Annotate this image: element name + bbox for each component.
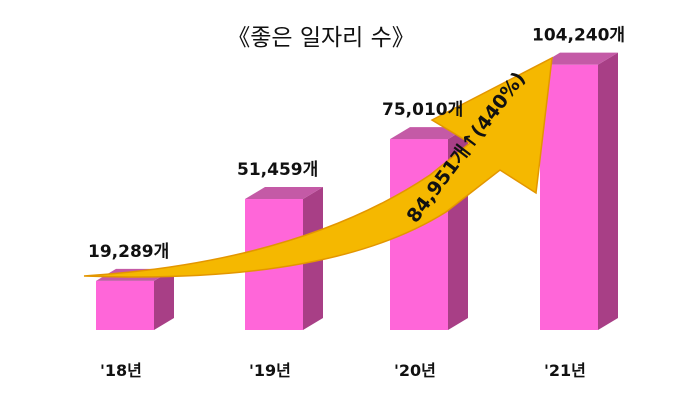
x-tick-label-4: '21년 — [544, 361, 586, 380]
bar-top — [540, 52, 618, 65]
bar-side — [598, 52, 618, 331]
growth-arrow-shape — [83, 56, 553, 278]
bar-4 — [540, 52, 618, 331]
x-tick-label-3: '20년 — [394, 361, 436, 380]
value-label-3: 75,010개 — [382, 100, 463, 120]
value-label-1: 19,289개 — [88, 242, 169, 262]
chart-title: 《좋은 일자리 수》 — [227, 25, 415, 51]
x-tick-label-1: '18년 — [100, 361, 142, 380]
bar-front — [540, 64, 598, 331]
bar-1 — [96, 268, 174, 330]
bar-side — [154, 268, 174, 330]
bar-front — [96, 280, 154, 330]
value-label-2: 51,459개 — [237, 160, 318, 180]
labels-layer: 19,289개 51,459개 75,010개 104,240개 '18년 '19년 '20… — [88, 26, 625, 380]
value-label-4: 104,240개 — [532, 26, 625, 46]
x-tick-label-2: '19년 — [249, 361, 291, 380]
bar-top — [245, 187, 323, 200]
